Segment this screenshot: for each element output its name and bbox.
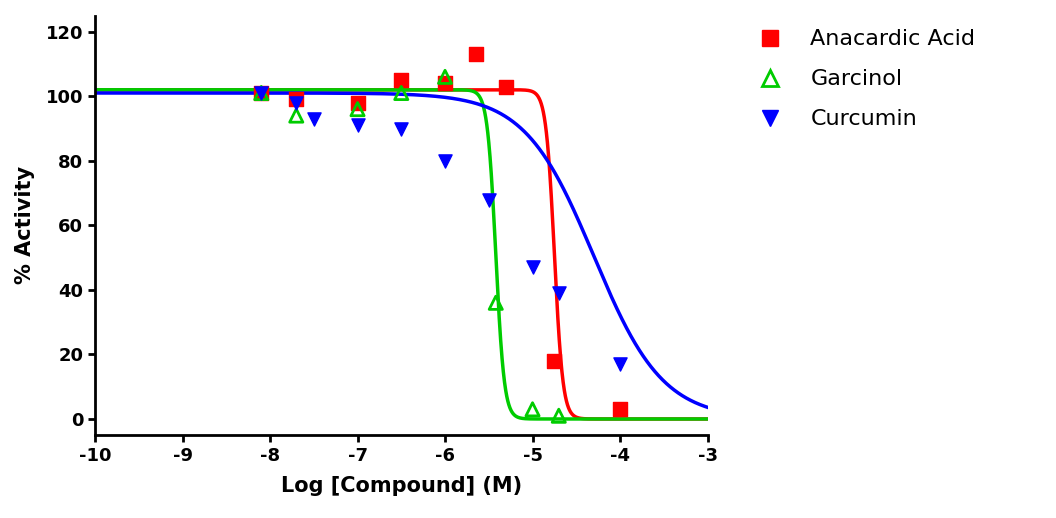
Anacardic Acid — [436, 79, 453, 88]
Anacardic Acid — [393, 76, 410, 84]
Curcumin — [305, 114, 322, 123]
Garcinol — [252, 89, 269, 97]
Garcinol — [436, 73, 453, 81]
Garcinol — [288, 111, 305, 120]
Garcinol — [524, 405, 541, 413]
Curcumin — [611, 360, 628, 368]
Curcumin — [436, 156, 453, 165]
Y-axis label: % Activity: % Activity — [15, 166, 35, 284]
Curcumin — [524, 263, 541, 271]
X-axis label: Log [Compound] (M): Log [Compound] (M) — [281, 476, 522, 496]
Anacardic Acid — [288, 95, 305, 104]
Garcinol — [393, 89, 410, 97]
Anacardic Acid — [467, 50, 484, 59]
Anacardic Acid — [350, 98, 366, 107]
Garcinol — [487, 299, 504, 307]
Curcumin — [393, 124, 410, 133]
Curcumin — [288, 98, 305, 107]
Curcumin — [480, 195, 497, 204]
Curcumin — [252, 89, 269, 97]
Curcumin — [350, 121, 366, 130]
Anacardic Acid — [497, 82, 514, 91]
Garcinol — [550, 412, 567, 420]
Anacardic Acid — [546, 357, 563, 365]
Anacardic Acid — [611, 405, 628, 413]
Curcumin — [550, 289, 567, 297]
Garcinol — [350, 105, 366, 113]
Legend: Anacardic Acid, Garcinol, Curcumin: Anacardic Acid, Garcinol, Curcumin — [737, 18, 986, 140]
Anacardic Acid — [252, 89, 269, 97]
